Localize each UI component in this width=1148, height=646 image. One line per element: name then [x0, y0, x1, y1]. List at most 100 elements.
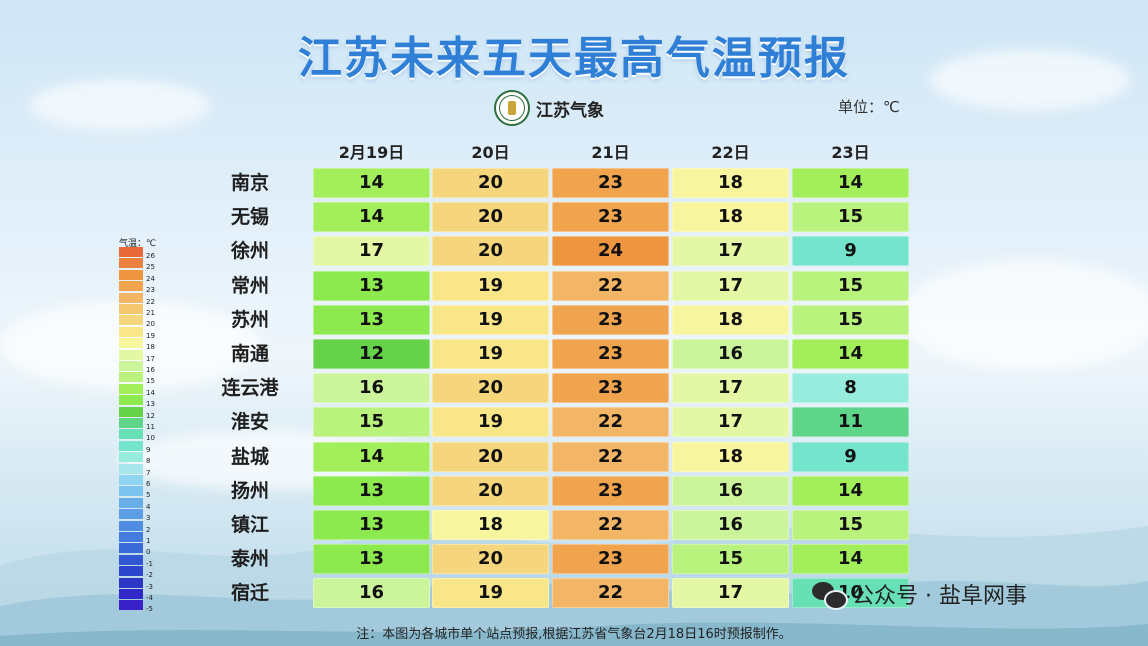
cloud-decoration [30, 80, 210, 130]
temperature-cell: 22 [552, 578, 669, 609]
legend-swatch [119, 554, 143, 565]
date-header: 21日 [591, 143, 630, 162]
legend-swatch [119, 520, 143, 531]
temperature-cell: 23 [552, 304, 669, 335]
legend-swatch [119, 258, 143, 269]
temperature-cell: 22 [552, 270, 669, 301]
legend-swatch [119, 418, 143, 428]
legend-swatch [119, 577, 143, 588]
legend-swatch [119, 304, 143, 314]
city-label: 徐州 [230, 240, 269, 263]
temperature-cell: 14 [313, 202, 430, 233]
date-header: 20日 [471, 143, 510, 162]
watermark-text: 公众号 · 盐阜网事 [852, 584, 1027, 609]
legend-tick-label: 5 [146, 491, 151, 500]
temperature-cell: 18 [672, 441, 789, 472]
legend-swatch [119, 475, 143, 485]
legend-tick-label: 20 [146, 320, 155, 329]
temperature-cell: 12 [313, 339, 430, 369]
legend-swatch [119, 543, 143, 554]
unit-label: 单位：℃ [838, 98, 900, 116]
temperature-cell: 24 [552, 236, 669, 267]
legend-swatch [119, 383, 143, 394]
temperature-cell: 20 [432, 168, 549, 198]
temperature-cell: 19 [432, 304, 549, 335]
temperature-cell: 13 [313, 544, 430, 575]
temperature-cell: 18 [432, 510, 549, 540]
temperature-cell: 18 [672, 304, 789, 335]
temperature-cell: 9 [792, 441, 909, 472]
watermark: 公众号 · 盐阜网事 [812, 578, 1027, 610]
temperature-cell: 22 [552, 407, 669, 438]
legend-tick-label: 0 [146, 548, 151, 557]
legend-tick-label: 15 [146, 377, 155, 386]
temperature-cell: 9 [792, 236, 909, 267]
temperature-cell: 20 [432, 544, 549, 575]
temperature-cell: 17 [672, 407, 789, 438]
temperature-cell: 20 [432, 475, 549, 506]
temperature-cell: 22 [552, 510, 669, 540]
legend-swatch [119, 395, 143, 406]
city-label: 镇江 [230, 514, 269, 536]
legend-tick-label: 4 [146, 502, 151, 511]
city-label: 常州 [230, 274, 269, 297]
legend-swatch [119, 281, 143, 292]
legend-title: 气温：℃ [119, 239, 157, 249]
temperature-cell: 14 [792, 475, 909, 506]
temperature-cell: 15 [792, 304, 909, 335]
city-label: 盐城 [230, 445, 269, 468]
temperature-cell: 19 [432, 578, 549, 609]
temperature-cell: 17 [672, 236, 789, 267]
legend-swatch [119, 429, 143, 440]
legend-swatch [119, 315, 143, 326]
legend-tick-label: 21 [146, 309, 155, 317]
legend-tick-label: 19 [146, 331, 155, 340]
legend-swatch [119, 247, 143, 257]
temperature-cell: 18 [672, 168, 789, 198]
legend-swatch [119, 292, 143, 303]
temperature-cell: 19 [432, 407, 549, 438]
city-label: 连云港 [221, 377, 279, 400]
temperature-cell: 23 [552, 202, 669, 233]
legend-swatch [119, 566, 143, 577]
temperature-cell: 15 [672, 544, 789, 575]
page-title: 江苏未来五天最高气温预报 [298, 33, 850, 84]
city-label: 苏州 [230, 308, 269, 331]
legend-tick-label: 22 [146, 297, 155, 306]
temperature-cell: 16 [672, 510, 789, 540]
temperature-cell: 17 [672, 373, 789, 404]
temperature-cell: 23 [552, 168, 669, 198]
legend-tick-label: 1 [146, 537, 151, 545]
city-label: 宿迁 [230, 582, 269, 605]
legend-tick-label: 16 [146, 366, 155, 374]
temperature-cell: 14 [792, 544, 909, 575]
temperature-cell: 14 [313, 168, 430, 198]
temperature-cell: 20 [432, 236, 549, 267]
legend-swatch [119, 497, 143, 508]
temperature-cell: 13 [313, 270, 430, 301]
temperature-cell: 16 [313, 578, 430, 609]
legend-tick-label: 14 [146, 388, 155, 397]
temperature-cell: 20 [432, 373, 549, 404]
temperature-cell: 23 [552, 339, 669, 369]
legend-tick-label: 17 [146, 354, 155, 363]
temperature-cell: 15 [792, 510, 909, 540]
temperature-cell: 23 [552, 373, 669, 404]
temperature-cell: 15 [792, 202, 909, 233]
temperature-cell: 23 [552, 544, 669, 575]
legend-swatch [119, 463, 143, 474]
legend-tick-label: 13 [146, 400, 155, 409]
legend-tick-label: 7 [146, 468, 151, 477]
cloud-decoration [930, 50, 1130, 110]
city-label: 扬州 [230, 479, 269, 502]
legend-swatch [119, 440, 143, 451]
legend-swatch [119, 326, 143, 337]
cloud-decoration [900, 260, 1148, 370]
legend-swatch [119, 452, 143, 463]
legend-swatch [119, 269, 143, 280]
temperature-cell: 13 [313, 304, 430, 335]
date-header: 22日 [711, 143, 750, 162]
temperature-cell: 17 [672, 270, 789, 301]
temperature-cell: 13 [313, 475, 430, 506]
legend-tick-label: 2 [146, 525, 151, 534]
